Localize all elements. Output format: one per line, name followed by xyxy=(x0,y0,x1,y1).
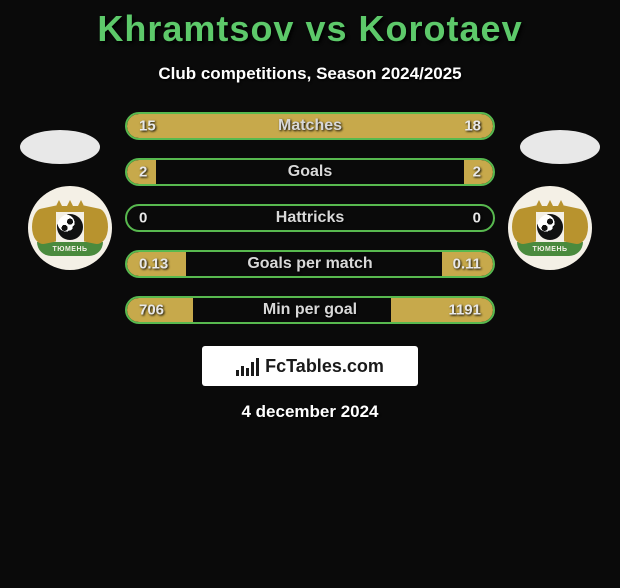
snapshot-date: 4 december 2024 xyxy=(0,402,620,422)
stat-value-left: 15 xyxy=(139,118,156,135)
stat-value-left: 0.13 xyxy=(139,256,168,273)
player-left-avatar xyxy=(20,130,100,164)
vs-sep: vs xyxy=(305,8,347,49)
stat-row: 15 Matches 18 xyxy=(125,112,495,140)
stat-row: 2 Goals 2 xyxy=(125,158,495,186)
stat-label: Goals xyxy=(288,163,332,181)
stat-value-right: 0.11 xyxy=(453,256,481,273)
stat-value-left: 0 xyxy=(139,210,147,227)
club-right-name: ТЮМЕНЬ xyxy=(517,242,583,256)
stat-label: Hattricks xyxy=(276,209,344,227)
season-subtitle: Club competitions, Season 2024/2025 xyxy=(0,64,620,84)
brand-name: FcTables.com xyxy=(265,356,384,377)
stat-value-right: 2 xyxy=(473,164,481,181)
stat-label: Min per goal xyxy=(263,301,357,319)
club-badge-left: ТЮМЕНЬ xyxy=(28,186,112,270)
club-left-name: ТЮМЕНЬ xyxy=(37,242,103,256)
stat-row: 0.13 Goals per match 0.11 xyxy=(125,250,495,278)
stat-value-left: 2 xyxy=(139,164,147,181)
stat-row: 706 Min per goal 1191 xyxy=(125,296,495,324)
club-badge-right: ТЮМЕНЬ xyxy=(508,186,592,270)
stat-value-right: 18 xyxy=(464,118,481,135)
stat-value-right: 1191 xyxy=(448,302,481,319)
stat-rows: 15 Matches 18 2 Goals 2 0 Hattricks 0 0.… xyxy=(125,112,495,324)
brand-footer: FcTables.com xyxy=(202,346,418,386)
stat-value-left: 706 xyxy=(139,302,164,319)
bar-chart-icon xyxy=(236,356,259,376)
stat-label: Matches xyxy=(278,117,342,135)
player-right-avatar xyxy=(520,130,600,164)
player-left-name: Khramtsov xyxy=(97,8,294,49)
player-right-name: Korotaev xyxy=(359,8,523,49)
stat-value-right: 0 xyxy=(473,210,481,227)
comparison-title: Khramtsov vs Korotaev xyxy=(0,8,620,50)
stat-row: 0 Hattricks 0 xyxy=(125,204,495,232)
stat-label: Goals per match xyxy=(247,255,372,273)
